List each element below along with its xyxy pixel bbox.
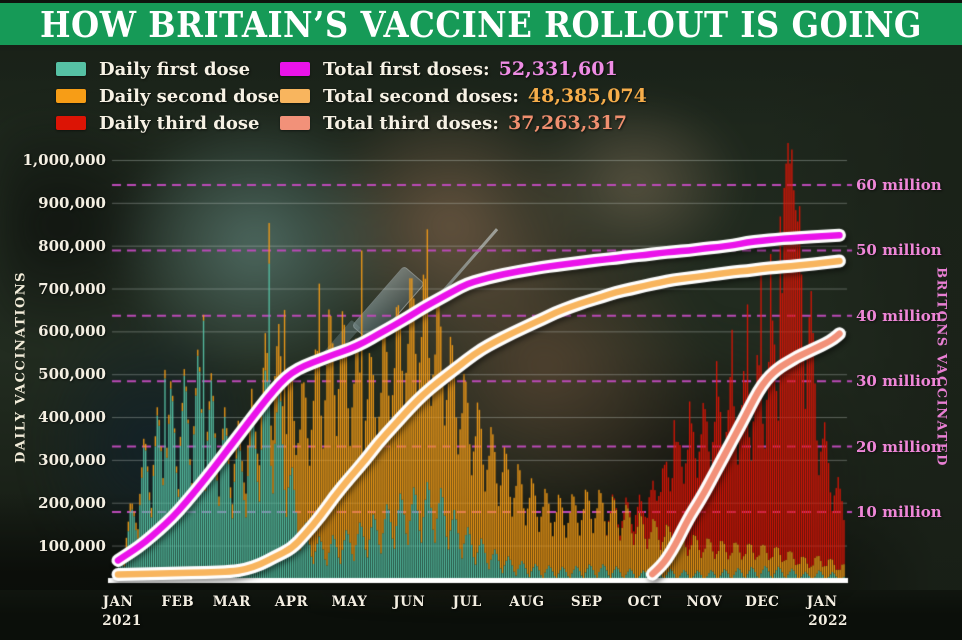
total-first-doses-value: 52,331,601 [498,58,618,80]
left-axis-tick: 400,000 [38,408,106,427]
right-axis-tick: 30 million [856,372,942,391]
legend-item-daily-second: Daily second dose [56,85,280,107]
total-second-doses-label: Total second doses: [323,85,519,107]
left-axis-tick: 600,000 [38,322,106,341]
total-first-doses-swatch [280,62,310,76]
x-axis-month-label: JAN [806,594,838,610]
legend-item-daily-first: Daily first dose [56,58,279,80]
total-second-doses-swatch [280,89,310,103]
x-axis-month-label: NOV [686,594,723,610]
daily-first-dose-label: Daily first dose [99,58,251,80]
x-axis-month-label: JAN [102,594,134,610]
right-axis-tick: 40 million [856,306,942,325]
left-axis-tick: 1,000,000 [22,151,106,169]
legend-item-daily-third: Daily third dose [56,112,279,134]
x-axis-month-label: MAR [212,594,251,610]
x-axis-month-label: MAY [331,594,368,610]
x-axis-year-label: 2021 [102,613,142,629]
right-axis-tick: 10 million [856,503,942,521]
x-axis-month-label: APR [274,594,309,610]
left-axis-tick: 200,000 [38,493,106,512]
daily-first-dose-swatch [56,62,86,76]
x-axis-month-label: OCT [627,594,662,610]
left-axis-tick: 800,000 [38,236,106,255]
legend-item-total-third: Total third doses: 37,263,317 [280,112,647,134]
right-axis-tick: 60 million [856,176,942,194]
x-axis-year-label: 2022 [808,613,848,629]
legend-item-total-second: Total second doses: 48,385,074 [280,85,647,107]
total-third-doses-value: 37,263,317 [507,112,627,134]
legend-total-doses: Total first doses: 52,331,601 Total seco… [280,58,647,140]
x-axis-month-label: JUN [393,594,426,610]
x-axis-month-label: JUL [452,594,482,610]
x-axis-month-label: SEP [570,594,603,610]
legend-daily-doses: Daily first dose Daily second dose Daily… [56,59,279,140]
left-axis-tick: 900,000 [38,193,106,212]
daily-second-dose-label: Daily second dose [99,85,280,107]
daily-second-dose-swatch [56,89,86,103]
right-axis-tick: 50 million [856,241,942,260]
total-third-doses-label: Total third doses: [323,112,499,134]
x-axis-month-label: DEC [745,594,780,610]
daily-third-dose-swatch [56,116,86,130]
x-axis-month-label: FEB [161,594,195,610]
legend-item-total-first: Total first doses: 52,331,601 [280,58,647,80]
total-second-doses-value: 48,385,074 [527,85,647,107]
left-axis-tick: 300,000 [38,450,106,469]
title-banner: HOW BRITAIN’S VACCINE ROLLOUT IS GOING [0,3,962,45]
total-first-doses-label: Total first doses: [323,58,490,80]
x-axis-month-label: AUG [509,594,545,610]
right-axis-tick: 20 million [856,437,942,456]
left-axis-tick: 100,000 [38,536,106,555]
page-title: HOW BRITAIN’S VACCINE ROLLOUT IS GOING [39,2,923,46]
left-axis-tick: 500,000 [38,365,106,384]
left-axis-tick: 700,000 [38,279,106,298]
daily-third-dose-label: Daily third dose [99,112,260,134]
total-third-doses-swatch [280,116,310,130]
